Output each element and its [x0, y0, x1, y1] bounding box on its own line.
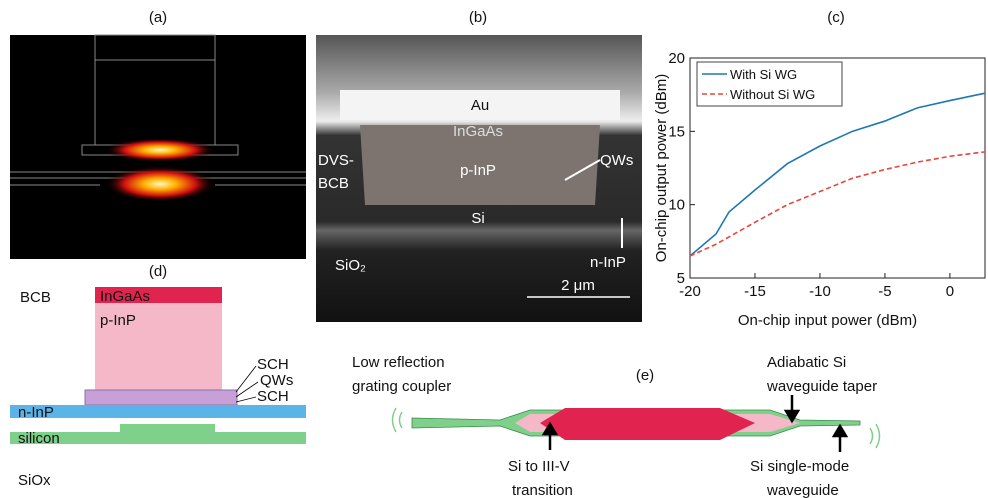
- panel-label: (a): [149, 9, 167, 26]
- label: n-InP: [590, 254, 626, 271]
- label: grating coupler: [352, 378, 451, 395]
- label: Si to III-V: [508, 458, 570, 475]
- chart-title: (c): [827, 9, 845, 26]
- panel-label: (d): [149, 263, 167, 280]
- legend-label: With Si WG: [730, 67, 797, 82]
- x-tick-label: -15: [744, 283, 766, 300]
- y-axis-label: On-chip output power (dBm): [653, 74, 670, 262]
- y-tick-label: 20: [668, 50, 685, 67]
- y-tick-label: 10: [668, 197, 685, 214]
- label: Adiabatic Si: [767, 354, 846, 371]
- y-tick-label: 15: [668, 123, 685, 140]
- label: DVS-: [318, 152, 354, 169]
- label: InGaAs: [453, 123, 503, 140]
- label: 2 μm: [561, 277, 595, 294]
- label: waveguide: [766, 482, 839, 498]
- x-axis-label: On-chip input power (dBm): [738, 312, 917, 329]
- series-line: [690, 93, 985, 256]
- legend-label: Without Si WG: [730, 87, 815, 102]
- x-tick-label: -5: [878, 283, 891, 300]
- panel-label: (e): [636, 367, 654, 384]
- label: p-InP: [460, 162, 496, 179]
- label: BCB: [20, 289, 51, 306]
- simulation-image: [10, 35, 306, 259]
- label: BCB: [318, 175, 349, 192]
- series-line: [690, 152, 985, 256]
- label: SCH: [257, 388, 289, 405]
- x-tick-label: -10: [809, 283, 831, 300]
- label: SiO₂: [335, 257, 366, 274]
- x-tick-label: -20: [679, 283, 701, 300]
- label: silicon: [18, 430, 60, 447]
- x-tick-label: 0: [946, 283, 954, 300]
- label: QWs: [600, 152, 633, 169]
- label: Au: [471, 97, 489, 114]
- label: SiOx: [18, 472, 51, 489]
- label: QWs: [260, 372, 293, 389]
- label: SCH: [257, 356, 289, 373]
- label: Si single-mode: [750, 458, 849, 475]
- figure: (a) (b) Au InGaAs p-InP QWs DVS- BCB Si …: [0, 0, 988, 498]
- panel-label: (b): [469, 9, 487, 26]
- label: Low reflection: [352, 354, 445, 371]
- label: n-InP: [18, 404, 54, 421]
- label: InGaAs: [100, 288, 150, 305]
- label: waveguide taper: [766, 378, 877, 395]
- label: Si: [471, 210, 484, 227]
- label: transition: [512, 482, 573, 498]
- device-diagram: [393, 395, 880, 452]
- label: p-InP: [100, 312, 136, 329]
